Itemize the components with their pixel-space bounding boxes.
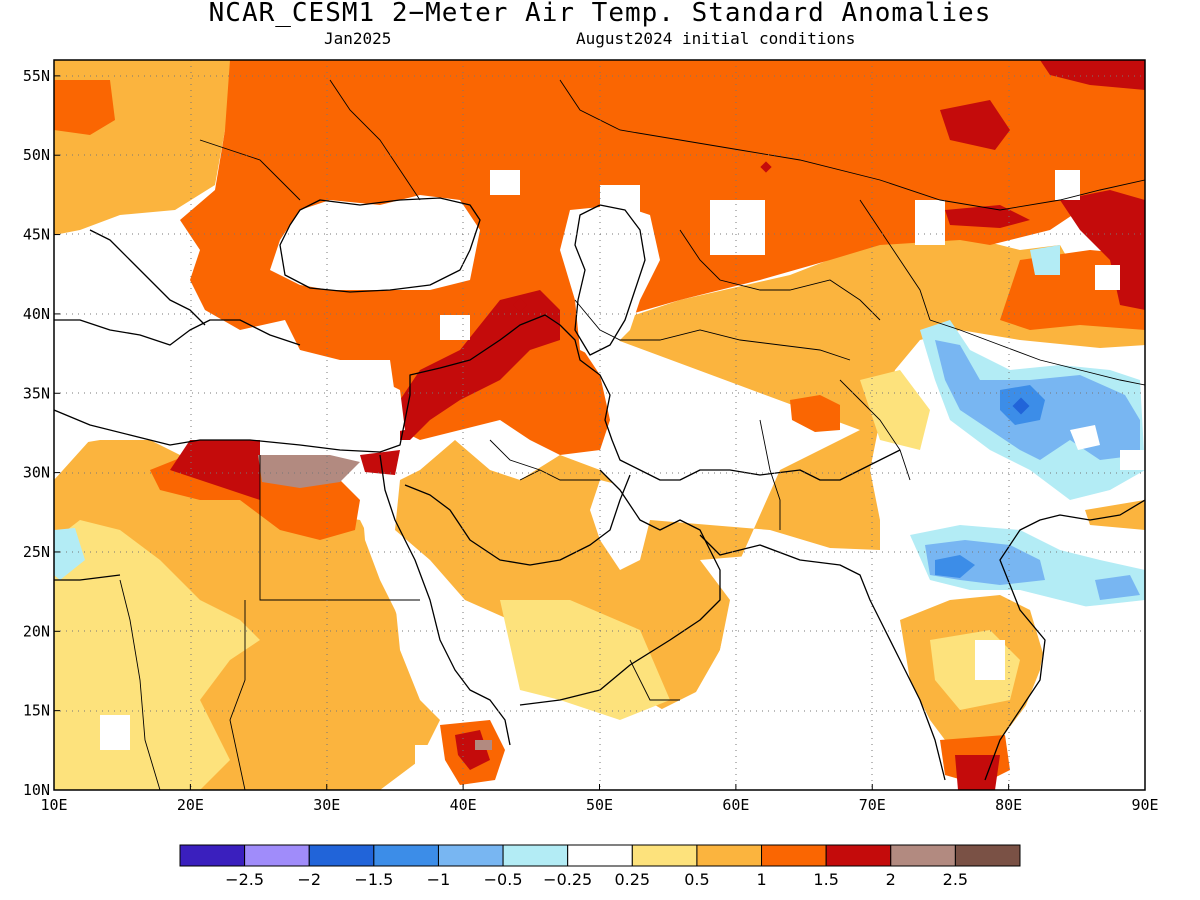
colorbar: −2.5 −2 −1.5 −1 −0.5 −0.25 0.25 0.5 1 1.5 2 2.5 <box>179 844 1021 889</box>
colorbar-label: 2 <box>886 870 896 889</box>
forecast-month: Jan2025 <box>324 29 392 48</box>
lat-label: 45N <box>23 226 50 244</box>
colorbar-label: 1 <box>756 870 766 889</box>
lon-label: 40E <box>450 796 477 814</box>
lat-label: 50N <box>23 146 50 164</box>
lat-label: 30N <box>23 464 50 482</box>
anomaly-1.5-2 <box>170 60 1145 790</box>
colorbar-label: −1.5 <box>354 870 393 889</box>
coastlines <box>54 197 1145 781</box>
colorbar-swatch <box>631 844 698 867</box>
lat-label: 25N <box>23 543 50 561</box>
lon-label: 10E <box>40 796 67 814</box>
sea-mask <box>54 170 1145 790</box>
lat-label: 10N <box>23 781 50 799</box>
anomaly-spot <box>760 161 772 173</box>
colorbar-label: 0.25 <box>614 870 650 889</box>
lat-label: 15N <box>23 702 50 720</box>
colorbar-swatch <box>696 844 763 867</box>
colorbar-label: −1 <box>427 870 451 889</box>
colorbar-label: 1.5 <box>813 870 838 889</box>
lat-label: 35N <box>23 384 50 402</box>
colorbar-swatch <box>502 844 569 867</box>
chart-title: NCAR_CESM1 2−Meter Air Temp. Standard An… <box>208 0 992 28</box>
colorbar-label: −2 <box>297 870 321 889</box>
colorbar-swatch <box>308 844 375 867</box>
colorbar-label: −2.5 <box>225 870 264 889</box>
lon-label: 90E <box>1131 796 1158 814</box>
colorbar-swatch <box>567 844 633 867</box>
lat-label: 20N <box>23 622 50 640</box>
anomaly-spot <box>512 297 528 313</box>
colorbar-swatch <box>890 844 956 867</box>
anomaly-2-2.5 <box>258 455 492 750</box>
lon-label: 30E <box>313 796 340 814</box>
lon-label: 80E <box>995 796 1022 814</box>
colorbar-label: 2.5 <box>943 870 968 889</box>
lat-label: 40N <box>23 305 50 323</box>
colorbar-swatch <box>373 844 439 867</box>
colorbar-swatch <box>954 844 1021 867</box>
initial-conditions: August2024 initial conditions <box>576 29 856 48</box>
colorbar-label: −0.5 <box>484 870 523 889</box>
lon-label: 70E <box>859 796 886 814</box>
lon-label: 60E <box>722 796 749 814</box>
colorbar-swatch <box>437 844 504 867</box>
colorbar-label: 0.5 <box>684 870 709 889</box>
lat-label: 55N <box>23 67 50 85</box>
colorbar-swatch <box>244 844 310 867</box>
lon-label: 50E <box>586 796 613 814</box>
colorbar-swatch <box>825 844 892 867</box>
colorbar-label: −0.25 <box>543 870 592 889</box>
country-borders <box>119 79 1145 790</box>
colorbar-swatch <box>179 844 246 867</box>
lon-label: 20E <box>177 796 204 814</box>
colorbar-swatch <box>761 844 827 867</box>
